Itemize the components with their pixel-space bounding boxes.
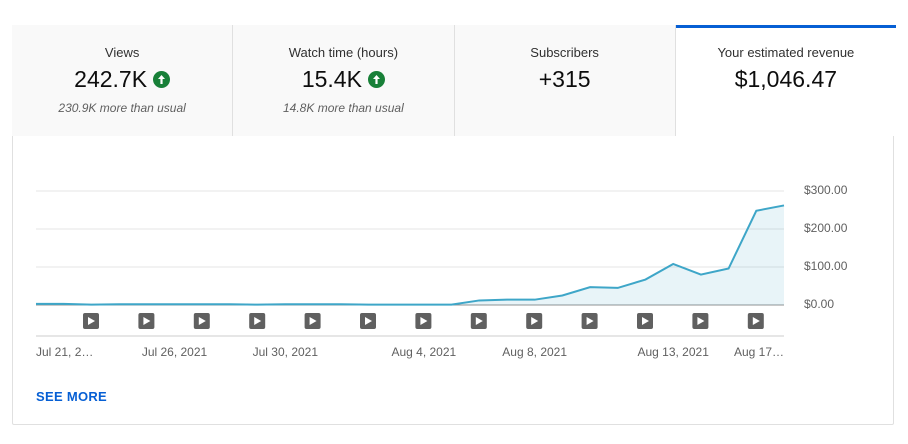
metric-value: 15.4K (233, 66, 453, 93)
trend-up-icon (153, 71, 171, 88)
play-icon (143, 317, 151, 325)
play-icon (420, 317, 428, 325)
play-icon (531, 317, 539, 325)
y-tick-label: $0.00 (804, 297, 834, 311)
metric-note: 230.9K more than usual (58, 101, 186, 115)
metric-value: $1,046.47 (676, 66, 896, 93)
metric-number: 242.7K (74, 66, 148, 92)
metric-number: +315 (538, 66, 591, 92)
metric-label: Watch time (hours) (288, 45, 399, 60)
area (36, 205, 784, 305)
metric-label: Your estimated revenue (717, 45, 855, 60)
metric-value: +315 (455, 66, 675, 93)
x-tick-label: Jul 21, 2… (36, 345, 93, 359)
y-tick-label: $100.00 (804, 259, 848, 273)
y-tick-label: $200.00 (804, 221, 848, 235)
line (36, 204, 785, 306)
x-tick-label: Aug 4, 2021 (391, 345, 456, 359)
play-icon (198, 317, 206, 325)
metric-tab[interactable]: Your estimated revenue $1,046.47 (675, 25, 896, 136)
trend-up-icon (367, 71, 385, 88)
play-icon (365, 317, 372, 325)
metric-tab[interactable]: Watch time (hours) 15.4K 14.8K more than u… (233, 25, 455, 136)
see-more-link[interactable]: SEE MORE (36, 389, 108, 404)
x-tick-label: Aug 8, 2021 (502, 345, 567, 359)
play-icon (254, 317, 262, 325)
metric-tabs: Views 242.7K 230.9K more than usual Watch t… (12, 25, 896, 136)
play-icon (475, 317, 483, 325)
metric-label: Views (104, 45, 140, 60)
metric-number: 15.4K (301, 66, 362, 92)
play-icon (642, 317, 649, 325)
metric-tab[interactable]: Views 242.7K 230.9K more than usual (12, 25, 234, 136)
metric-label: Subscribers (530, 45, 599, 60)
metric-note: 14.8K more than usual (283, 101, 404, 115)
play-icon (88, 317, 95, 325)
metric-tab[interactable]: Subscribers +315 (454, 25, 676, 136)
play-icon (697, 317, 705, 325)
x-tick-label: Aug 17… (734, 345, 784, 359)
x-tick-label: Jul 26, 2021 (142, 345, 208, 359)
play-icon (309, 317, 317, 325)
metric-value: 242.7K (12, 66, 232, 93)
metric-number: $1,046.47 (734, 66, 838, 92)
play-icon (752, 317, 760, 325)
x-tick-label: Jul 30, 2021 (253, 345, 319, 359)
x-tick-label: Aug 13, 2021 (637, 345, 709, 359)
play-icon (586, 317, 594, 325)
y-tick-label: $300.00 (804, 183, 848, 197)
